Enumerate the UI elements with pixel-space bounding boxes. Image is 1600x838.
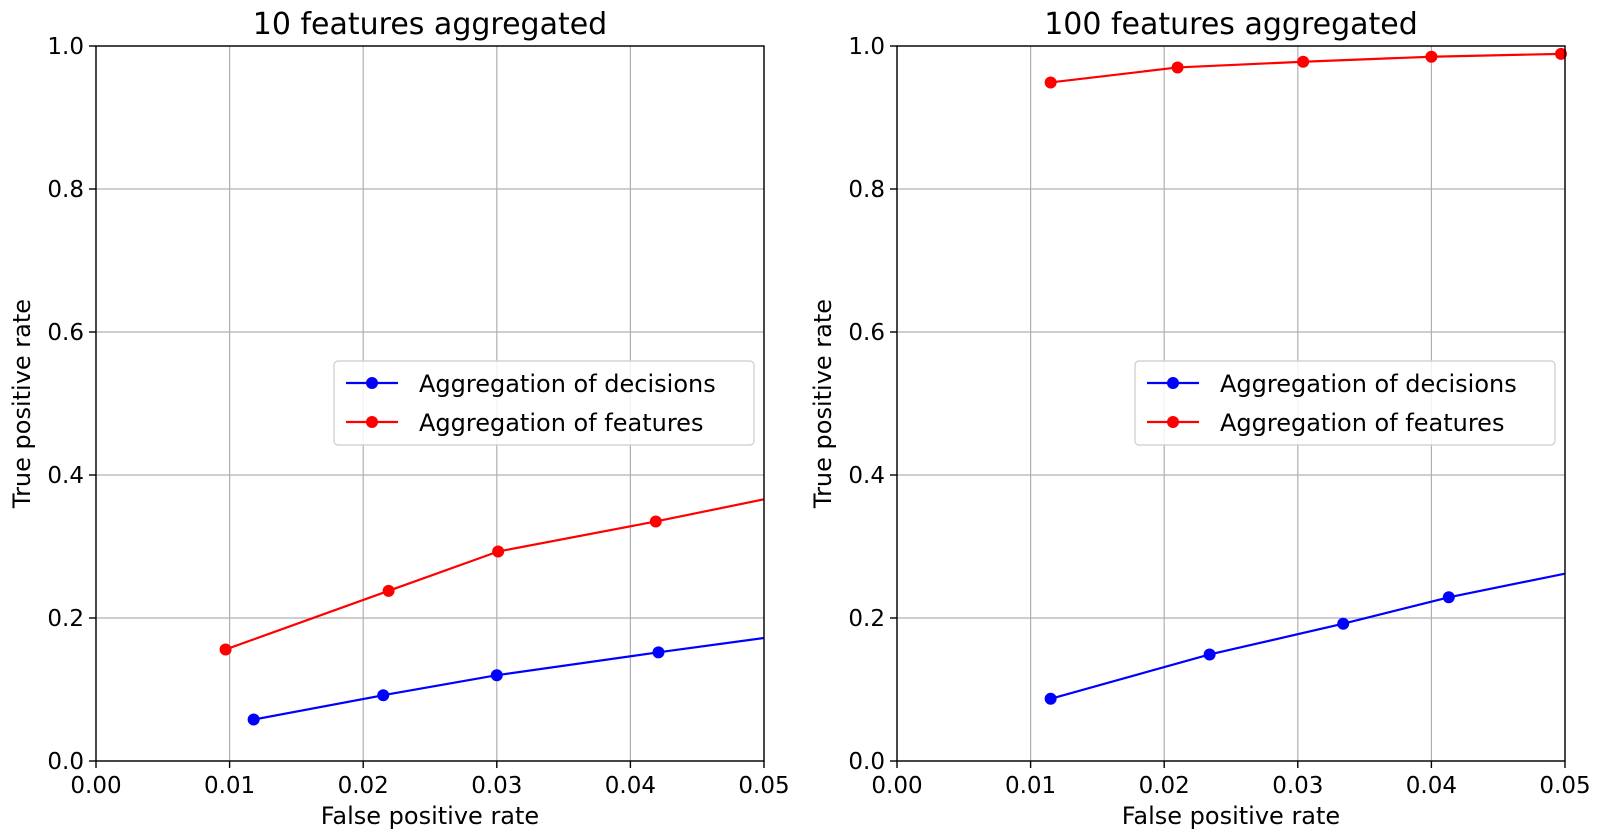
x-tick-label: 0.05 [738, 773, 789, 799]
y-axis-label: True positive rate [8, 299, 36, 509]
x-tick-label: 0.01 [1005, 773, 1056, 799]
x-tick-label: 0.02 [1139, 773, 1190, 799]
chart-title: 10 features aggregated [253, 7, 607, 42]
y-tick-label: 0.8 [47, 177, 84, 203]
y-axis-label: True positive rate [809, 299, 837, 509]
x-tick-label: 0.01 [204, 773, 255, 799]
data-point [382, 584, 395, 597]
y-tick-label: 0.6 [848, 320, 885, 346]
y-tick-label: 0.4 [47, 463, 84, 489]
y-tick-label: 0.8 [848, 177, 885, 203]
y-tick-label: 0.0 [47, 749, 84, 775]
legend: Aggregation of decisions Aggregation of f… [1134, 360, 1556, 446]
data-point [1554, 47, 1567, 60]
y-tick-label: 1.0 [47, 34, 84, 60]
data-point [1044, 692, 1057, 705]
y-tick-label: 0.2 [848, 606, 885, 632]
x-tick-label: 0.04 [1406, 773, 1457, 799]
legend-entry-label: Aggregation of decisions [1220, 370, 1517, 398]
x-tick-label: 0.00 [70, 773, 121, 799]
data-point [649, 515, 662, 528]
subplot-100-features: 0.00 0.01 0.02 0.03 0.04 0.05 0.0 0.2 0.4 0.6 0.8 1… [809, 7, 1591, 830]
x-tick-label: 0.03 [1272, 773, 1323, 799]
data-point [490, 669, 503, 682]
y-tick-label: 0.0 [848, 749, 885, 775]
legend: Aggregation of decisions Aggregation of f… [333, 360, 755, 446]
x-tick-label: 0.05 [1539, 773, 1590, 799]
subplot-10-features: 0.00 0.01 0.02 0.03 0.04 0.05 0.0 0.2 0.4 0.6 0.8 1… [8, 7, 790, 830]
y-tick-label: 0.2 [47, 606, 84, 632]
legend-entry-label: Aggregation of features [419, 409, 703, 437]
legend-entry-label: Aggregation of decisions [419, 370, 716, 398]
legend-swatch-marker [1167, 416, 1179, 428]
legend-swatch-marker [1167, 377, 1179, 389]
x-axis-label: False positive rate [321, 802, 539, 830]
legend-swatch-marker [366, 416, 378, 428]
data-point [219, 643, 232, 656]
data-point [1044, 76, 1057, 89]
data-point [492, 545, 505, 558]
chart-title: 100 features aggregated [1044, 7, 1418, 42]
legend-box [333, 360, 755, 446]
axes-frame [95, 45, 765, 762]
y-tick-label: 0.6 [47, 320, 84, 346]
y-tick-label: 0.4 [848, 463, 885, 489]
data-point [1171, 61, 1184, 74]
x-tick-label: 0.04 [605, 773, 656, 799]
x-tick-label: 0.02 [338, 773, 389, 799]
data-point [247, 713, 260, 726]
data-point [1442, 591, 1455, 604]
data-point [1203, 648, 1216, 661]
data-point [1337, 617, 1350, 630]
data-point [652, 646, 665, 659]
axes-frame [896, 45, 1566, 762]
data-point [1425, 50, 1438, 63]
x-axis-label: False positive rate [1122, 802, 1340, 830]
legend-swatch-marker [366, 377, 378, 389]
legend-box [1134, 360, 1556, 446]
data-point [1297, 55, 1310, 68]
y-tick-label: 1.0 [848, 34, 885, 60]
x-tick-label: 0.03 [471, 773, 522, 799]
x-tick-label: 0.00 [871, 773, 922, 799]
legend-entry-label: Aggregation of features [1220, 409, 1504, 437]
data-point [377, 689, 390, 702]
